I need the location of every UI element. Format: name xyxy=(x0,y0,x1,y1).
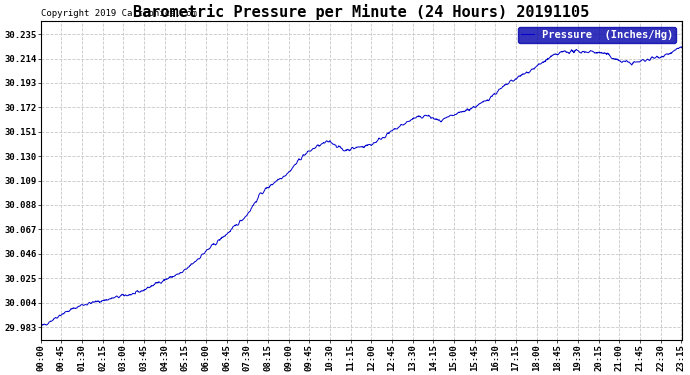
Title: Barometric Pressure per Minute (24 Hours) 20191105: Barometric Pressure per Minute (24 Hours… xyxy=(133,4,589,20)
Pressure  (Inches/Hg) xyxy=(560,49,569,53)
Legend: Pressure  (Inches/Hg): Pressure (Inches/Hg) xyxy=(518,27,676,43)
Text: Copyright 2019 Cartronics.com: Copyright 2019 Cartronics.com xyxy=(41,9,197,18)
Pressure  (Inches/Hg) xyxy=(37,324,45,329)
Pressure  (Inches/Hg) xyxy=(619,59,627,63)
Pressure  (Inches/Hg) xyxy=(168,275,176,279)
Pressure  (Inches/Hg) xyxy=(257,191,266,196)
Pressure  (Inches/Hg) xyxy=(184,266,192,270)
Pressure  (Inches/Hg) xyxy=(474,102,482,107)
Line: Pressure  (Inches/Hg): Pressure (Inches/Hg) xyxy=(41,33,690,327)
